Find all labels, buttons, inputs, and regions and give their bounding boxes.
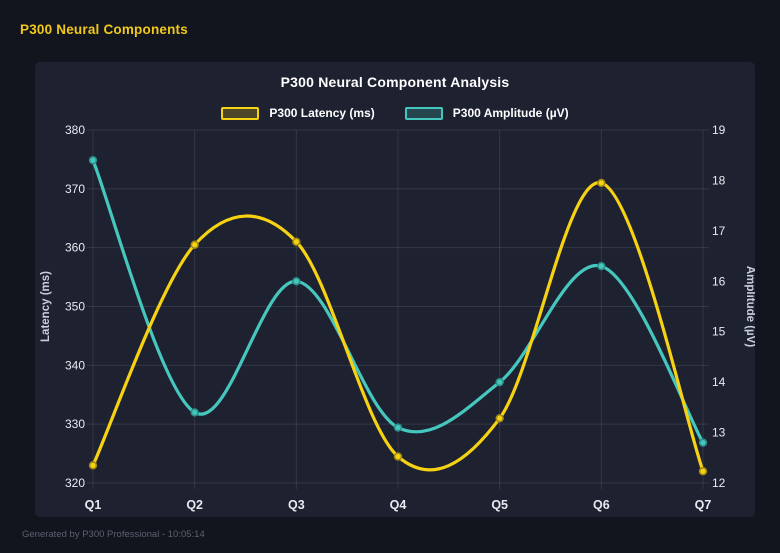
data-point-marker[interactable] <box>698 438 708 447</box>
x-axis-tick-label: Q5 <box>491 498 508 512</box>
left-axis-tick-label: 350 <box>65 300 85 314</box>
amplitude-legend-swatch-icon <box>404 106 443 120</box>
right-axis-tick-label: 12 <box>712 476 726 490</box>
right-axis-tick-label: 14 <box>712 375 726 389</box>
right-axis-tick-label: 18 <box>712 173 726 187</box>
x-axis-tick-label: Q2 <box>186 498 203 512</box>
left-axis-tick-label: 330 <box>65 417 85 431</box>
legend-item-amplitude[interactable]: P300 Amplitude (µV) <box>404 106 569 120</box>
app-title: P300 Neural Components <box>20 22 188 37</box>
footer-note: Generated by P300 Professional - 10:05:1… <box>22 529 205 540</box>
left-axis-tick-label: 370 <box>65 182 85 196</box>
x-axis-tick-label: Q7 <box>695 498 712 512</box>
data-point-marker[interactable] <box>597 261 606 271</box>
x-axis-tick-label: Q4 <box>390 498 407 512</box>
data-point-marker[interactable] <box>190 240 199 249</box>
chart-legend: P300 Latency (ms) P300 Amplitude (µV) <box>35 106 755 120</box>
data-point-marker[interactable] <box>292 277 301 286</box>
data-point-marker[interactable] <box>88 461 98 470</box>
left-axis-tick-label: 320 <box>65 476 85 490</box>
left-axis-tick-label: 360 <box>65 241 85 255</box>
data-point-marker[interactable] <box>292 237 301 246</box>
latency-legend-swatch-icon <box>221 106 260 120</box>
right-axis-tick-label: 15 <box>712 325 726 339</box>
data-point-marker[interactable] <box>393 423 403 432</box>
left-axis-title: Latency (ms) <box>40 271 52 342</box>
left-axis-tick-label: 340 <box>65 358 85 372</box>
data-point-marker[interactable] <box>597 178 606 188</box>
data-point-marker[interactable] <box>88 156 98 165</box>
legend-label-latency: P300 Latency (ms) <box>269 106 375 120</box>
legend-label-amplitude: P300 Amplitude (µV) <box>452 106 569 120</box>
left-axis-tick-label: 380 <box>65 123 85 137</box>
data-point-marker[interactable] <box>190 408 199 417</box>
x-axis-tick-label: Q3 <box>288 498 305 512</box>
right-axis-tick-label: 16 <box>712 274 726 288</box>
data-point-marker[interactable] <box>698 467 708 476</box>
line-chart-plot: 320 330 340 350 360 370 380 12 13 14 15 16 17 18 19 Q1 Q… <box>40 123 755 512</box>
chart-title: P300 Neural Component Analysis <box>280 74 510 90</box>
legend-item-latency[interactable]: P300 Latency (ms) <box>221 106 375 120</box>
x-axis-tick-label: Q6 <box>593 498 610 512</box>
chart-panel: 320 330 340 350 360 370 380 12 13 14 15 16 17 18 19 Q1 Q… <box>35 62 755 517</box>
data-point-marker[interactable] <box>393 452 403 461</box>
right-axis-tick-label: 19 <box>712 123 726 137</box>
data-point-marker[interactable] <box>495 414 504 423</box>
right-axis-tick-label: 17 <box>712 224 726 238</box>
data-point-marker[interactable] <box>495 377 504 387</box>
x-axis-tick-label: Q1 <box>85 498 102 512</box>
right-axis-tick-label: 13 <box>712 426 726 440</box>
right-axis-title: Amplitude (µV) <box>744 266 755 348</box>
